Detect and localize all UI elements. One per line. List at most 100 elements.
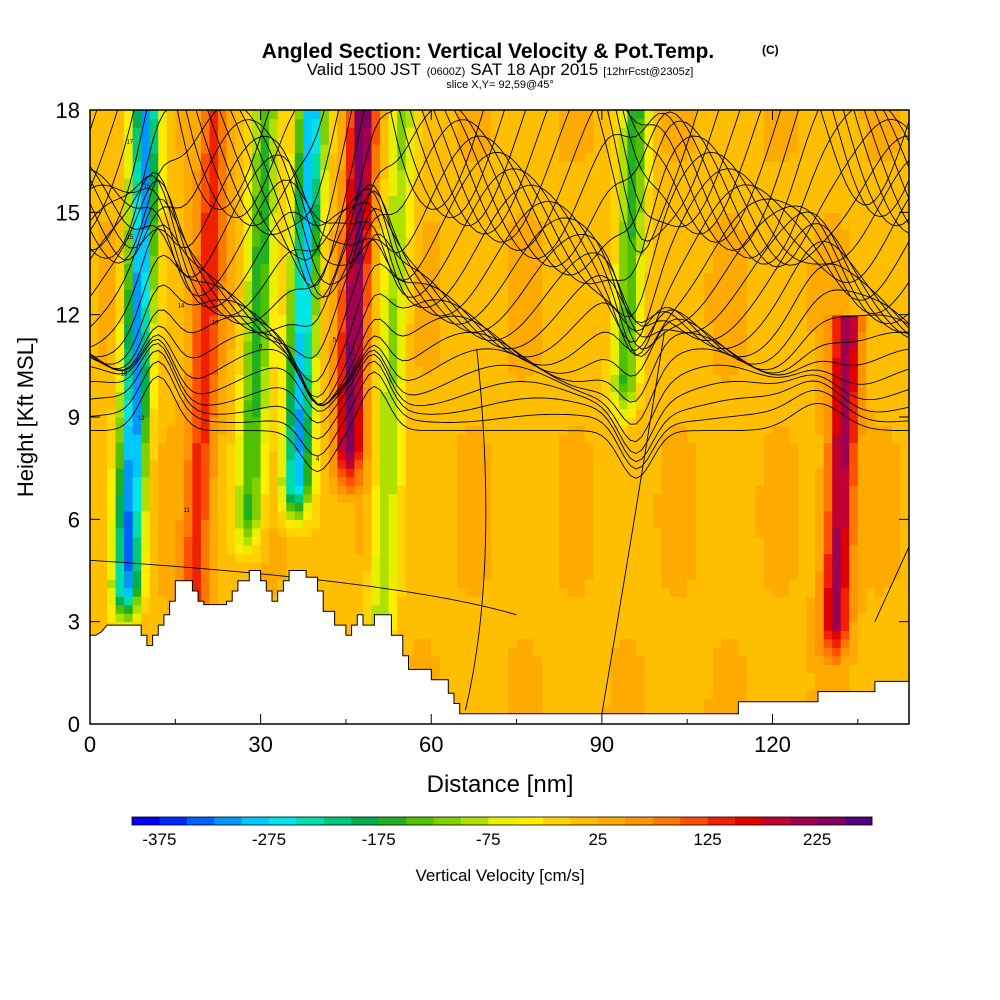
field-cell [107,374,117,384]
field-cell [627,664,637,674]
field-cell [576,706,586,717]
field-cell [448,331,458,341]
field-cell [721,621,731,631]
field-cell [772,434,782,444]
field-cell [874,493,885,503]
field-cell [704,664,714,674]
field-cell [508,536,518,546]
field-cell [183,553,193,563]
field-cell [345,314,356,324]
field-cell [729,357,739,367]
field-cell [874,553,885,563]
field-cell [166,399,176,410]
field-cell [465,365,475,375]
field-cell [141,527,151,537]
field-cell [601,425,612,435]
field-cell [107,391,117,401]
field-cell [217,357,228,367]
field-cell [661,399,671,410]
field-cell [217,374,228,384]
field-cell [490,408,501,418]
field-cell [439,391,449,401]
field-cell [704,493,714,503]
field-cell [593,434,603,444]
field-cell [542,596,552,606]
field-cell [900,493,909,503]
field-cell [772,485,782,495]
field-cell [320,587,330,597]
field-cell [618,399,629,410]
field-cell [345,553,356,563]
field-cell [866,553,876,563]
field-cell [158,340,168,350]
field-cell [815,672,825,682]
field-cell [115,434,125,444]
field-cell [772,664,782,674]
field-cell [746,664,757,674]
field-cell [158,536,168,546]
field-cell [610,468,620,478]
field-cell [345,323,356,333]
field-cell [755,689,765,700]
field-cell [516,638,526,648]
field-cell [644,306,654,316]
field-cell [542,621,552,631]
field-cell [849,655,859,665]
field-cell [542,340,552,350]
field-cell [857,408,867,418]
field-cell [550,459,560,469]
field-cell [260,348,270,358]
field-cell [840,289,850,299]
field-cell [823,391,833,401]
field-cell [712,519,722,529]
field-cell [286,459,296,469]
field-cell [789,596,799,606]
field-cell [618,519,629,529]
field-cell [465,579,475,589]
field-cell [781,348,791,358]
field-cell [414,468,424,478]
field-cell [815,417,825,427]
field-cell [627,434,637,444]
field-cell [789,621,799,631]
field-cell [704,306,714,316]
field-cell [311,323,321,333]
field-cell [840,655,850,665]
field-cell [610,672,620,682]
field-cell [806,587,816,597]
field-cell [695,596,705,606]
field-cell [874,527,885,537]
field-cell [132,570,142,580]
field-cell [738,280,748,290]
field-cell [405,613,415,623]
field-cell [371,579,381,589]
field-cell [90,365,100,375]
field-cell [653,382,663,393]
field-cell [721,289,731,299]
field-cell [644,689,654,700]
field-cell [567,510,577,520]
field-cell [704,630,714,640]
field-cell [601,621,612,631]
field-cell [431,613,441,623]
field-cell [90,357,100,367]
field-cell [687,544,697,555]
field-cell [465,323,475,333]
field-cell [200,280,211,290]
field-cell [789,434,799,444]
field-cell [320,579,330,589]
field-cell [124,519,134,529]
field-cell [542,630,552,640]
field-cell [832,587,842,597]
field-cell [567,553,577,563]
field-cell [98,527,108,537]
field-cell [781,570,791,580]
field-cell [439,459,449,469]
field-cell [166,570,176,580]
field-cell [516,587,526,597]
field-cell [712,655,722,665]
field-cell [832,493,842,503]
field-cell [550,689,560,700]
field-cell [806,681,816,691]
field-cell [900,596,909,606]
